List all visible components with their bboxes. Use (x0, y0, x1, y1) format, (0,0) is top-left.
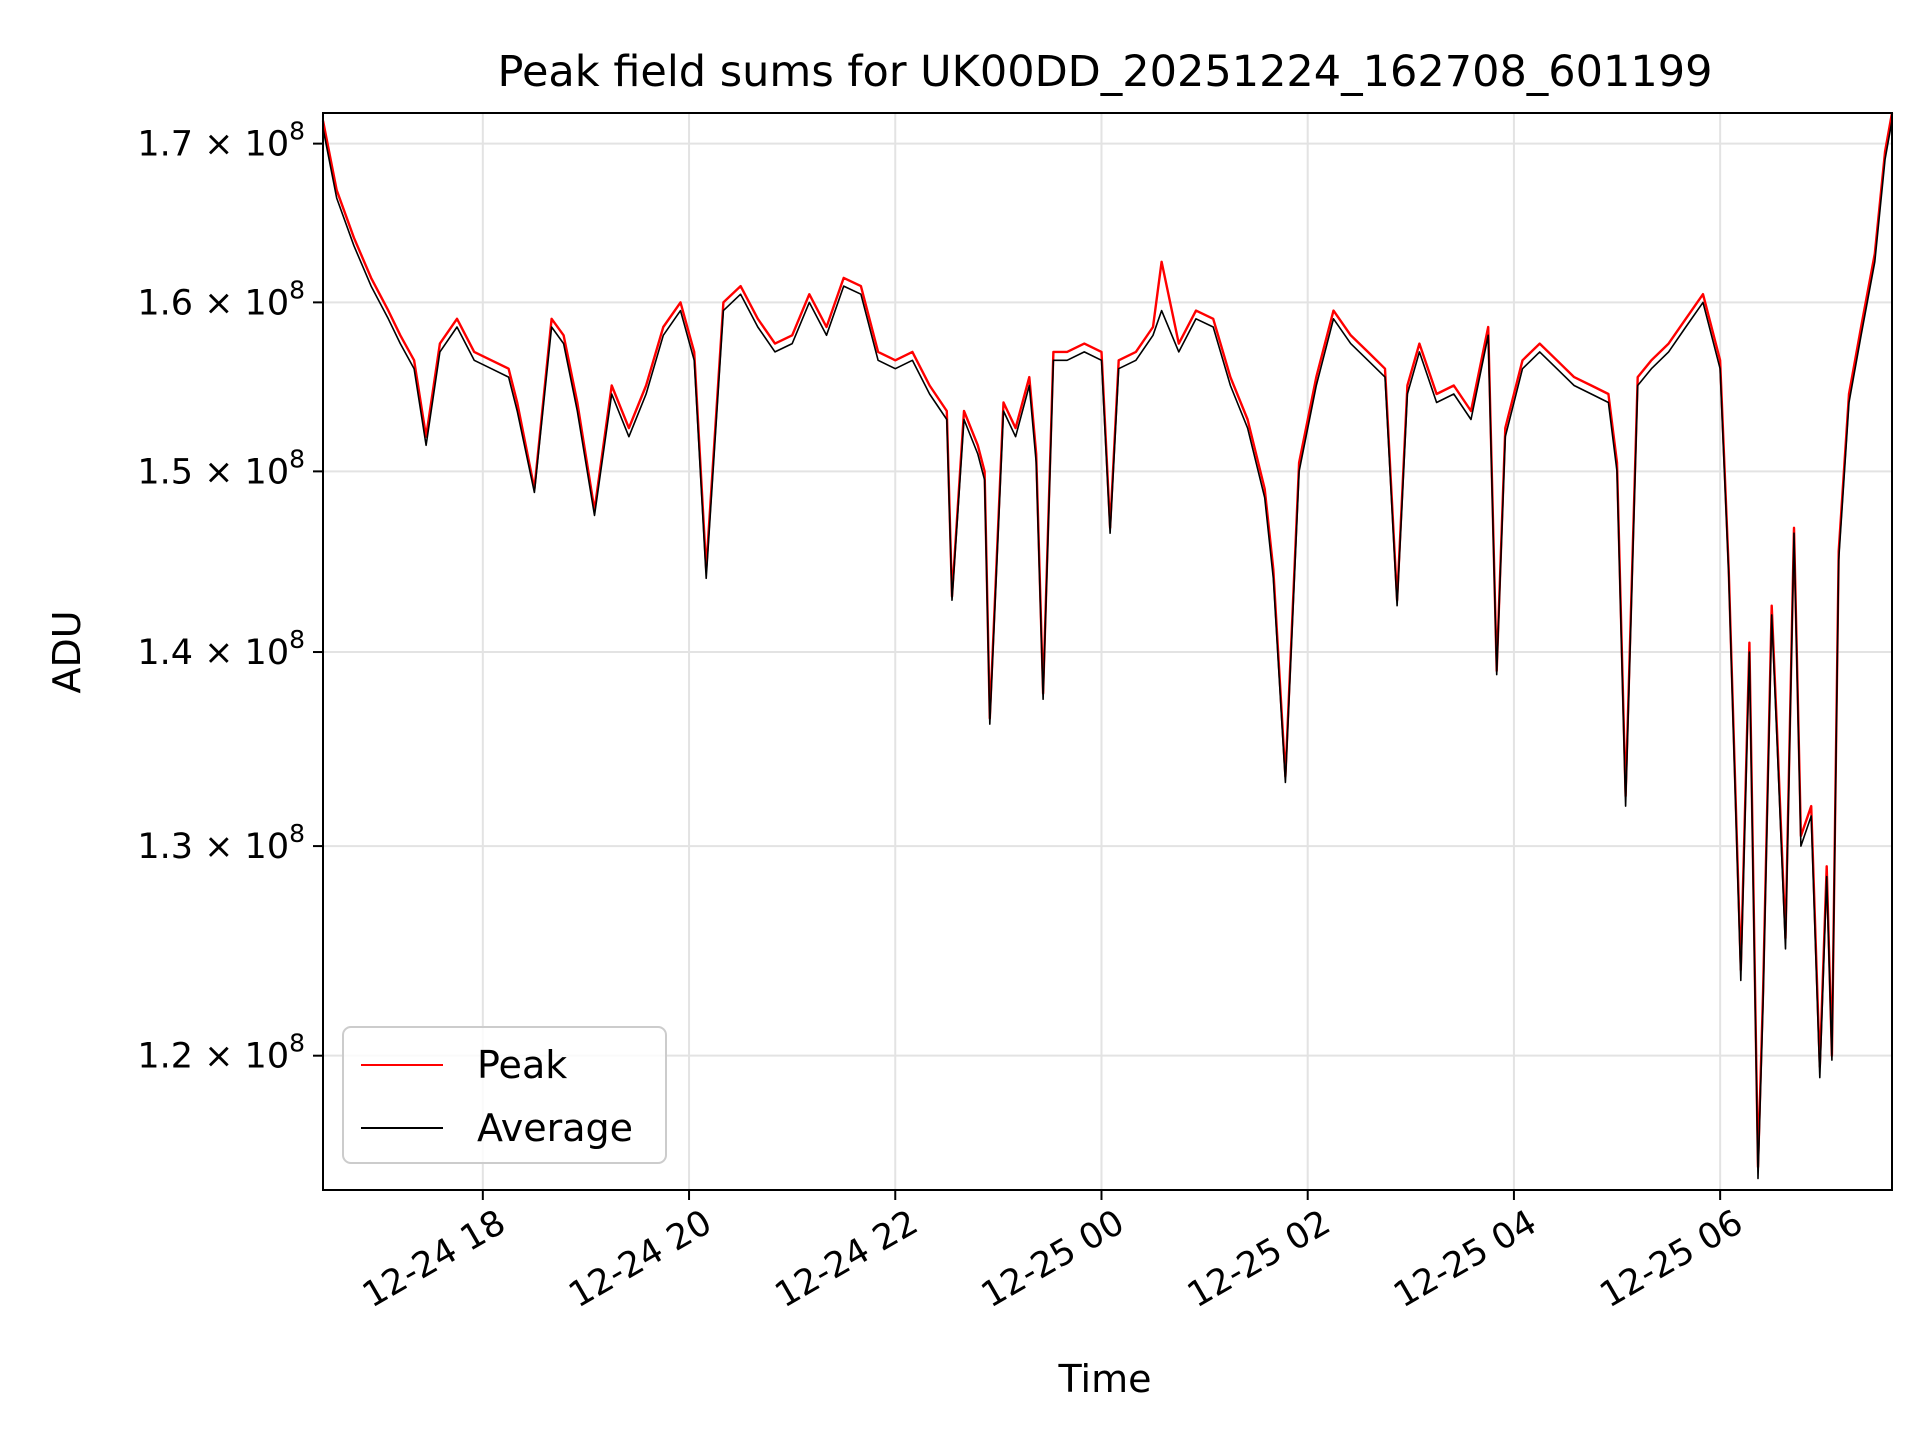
x-tick-label: 12-24 22 (769, 1203, 925, 1316)
series-layer (321, 112, 1894, 1180)
y-tick-label: 1.3 × 108 (137, 819, 305, 867)
x-axis: 12-24 18 12-24 20 12-24 22 12-25 00 12-25 02… (356, 1190, 1750, 1316)
x-tick-label: 12-24 18 (356, 1203, 512, 1316)
y-tick-label: 1.2 × 108 (137, 1029, 305, 1077)
y-axis-label: ADU (45, 610, 89, 693)
series-line-average (322, 120, 1893, 1180)
chart-title: Peak field sums for UK00DD_20251224_1627… (498, 47, 1713, 97)
x-tick-label: 12-25 02 (1181, 1203, 1337, 1316)
x-tick-label: 12-25 04 (1387, 1203, 1543, 1316)
x-tick-label: 12-25 06 (1593, 1203, 1749, 1316)
x-tick-label: 12-24 20 (562, 1203, 718, 1316)
x-tick-label: 12-25 00 (975, 1203, 1131, 1316)
y-tick-label: 1.5 × 108 (137, 444, 305, 492)
legend: Peak Average (342, 1026, 667, 1164)
grid (323, 113, 1892, 1190)
y-tick-label: 1.6 × 108 (137, 275, 305, 323)
legend-label-peak: Peak (477, 1043, 567, 1087)
series-line-peak (321, 112, 1894, 1169)
y-tick-label: 1.4 × 108 (137, 625, 305, 673)
legend-label-average: Average (477, 1106, 633, 1150)
y-axis: 1.2 × 108 1.3 × 108 1.4 × 108 1.5 × 108 1.6 … (137, 117, 323, 1077)
y-tick-label: 1.7 × 108 (137, 117, 305, 165)
x-axis-label: Time (1058, 1357, 1152, 1401)
